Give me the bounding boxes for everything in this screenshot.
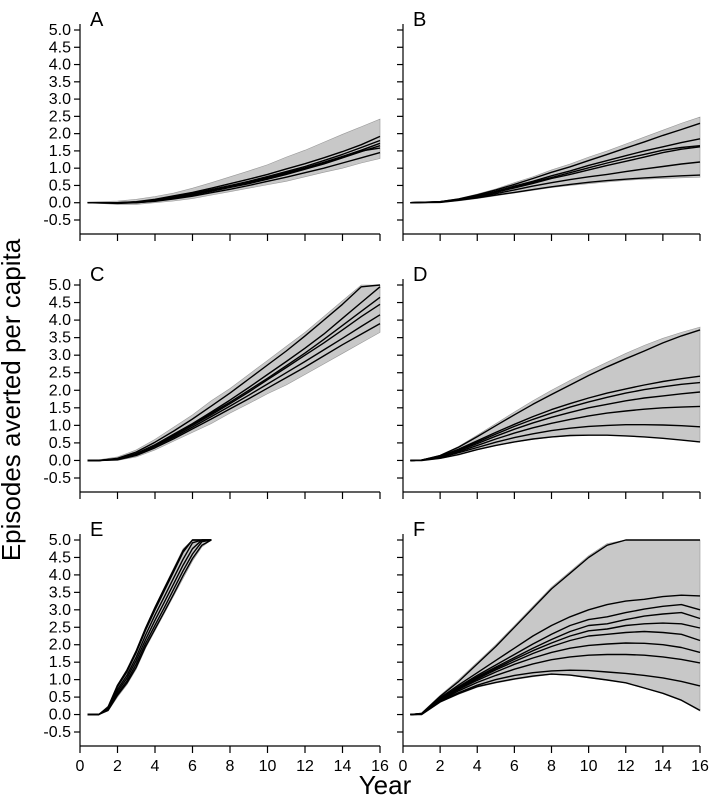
uncertainty-band [410,326,701,461]
panel-F: 0 2 4 6 8 10 12 14 16 F [397,519,709,775]
series-line-4 [87,322,381,462]
series-line-7 [410,434,701,462]
panel-C: -0.50.00.51.01.52.02.53.03.54.04.55.0 C [43,264,381,499]
y-tick-label: 0.5 [49,177,71,194]
panel-label-D: D [413,264,427,286]
y-tick-label: 2.0 [49,382,71,399]
y-tick-label: 4.5 [49,295,71,312]
y-tick-label: 4.5 [49,549,71,566]
x-tick-label: 0 [399,758,408,775]
y-tick-label: 3.5 [49,584,71,601]
x-tick-label: 2 [436,758,445,775]
y-tick-label: 0.5 [49,689,71,706]
panel-B: B [397,9,701,241]
y-tick-label: 4.5 [49,39,71,56]
panel-label-E: E [90,519,103,541]
x-tick-label: 6 [188,758,197,775]
uncertainty-band [87,284,381,461]
series-line-6 [87,296,381,462]
series-line-6 [87,539,212,716]
y-tick-label: 3.0 [49,602,71,619]
y-tick-label: 1.0 [49,672,71,689]
series-line-9 [410,669,701,716]
uncertainty-band [87,118,381,205]
y-tick-label: 0.0 [49,707,71,724]
y-tick-label: -0.5 [43,470,71,487]
y-tick-label: 5.0 [49,277,71,294]
series-line-6 [87,147,381,204]
x-axis-title: Year [359,770,412,800]
series-line-8 [410,653,701,716]
series-line-5 [87,539,212,716]
panel-E: -0.50.00.51.01.52.02.53.03.54.04.55.0 0 2 4… [43,519,389,775]
x-tick-label: 8 [226,758,235,775]
y-tick-label: -0.5 [43,212,71,229]
series-line-4 [410,174,701,204]
panel-D: D [397,264,701,499]
series-line-1 [410,539,700,716]
series-line-6 [410,145,701,204]
x-tick-label: 14 [334,758,352,775]
x-tick-label: 4 [151,758,160,775]
y-tick-label: 0.5 [49,435,71,452]
series-line-2 [87,539,212,716]
y-tick-label: 1.5 [49,654,71,671]
series-line-1 [410,329,701,462]
series-line-2 [410,594,701,716]
x-tick-label: 14 [654,758,672,775]
uncertainty-band [410,116,701,204]
x-tick-label: 0 [76,758,85,775]
x-tick-label: 2 [113,758,122,775]
y-tick-label: 3.5 [49,74,71,91]
panel-label-A: A [90,9,104,31]
x-tick-label: 12 [296,758,314,775]
y-tick-label: 3.0 [49,347,71,364]
y-tick-label: 1.5 [49,400,71,417]
uncertainty-band [410,539,701,715]
series-line-6 [410,424,701,462]
x-tick-label: 8 [547,758,556,775]
series-line-5 [410,405,701,462]
y-tick-label: 2.5 [49,365,71,382]
x-tick-label: 6 [510,758,519,775]
y-tick-label: 2.0 [49,637,71,654]
x-tick-label: 10 [259,758,277,775]
y-tick-label: 2.5 [49,619,71,636]
y-tick-label: 0.0 [49,195,71,212]
series-line-10 [410,673,701,716]
series-line-4 [410,391,701,462]
y-tick-label: 4.0 [49,567,71,584]
y-tick-label: 3.5 [49,330,71,347]
x-tick-label: 16 [371,758,389,775]
y-tick-label: 0.0 [49,452,71,469]
panel-label-C: C [90,264,104,286]
y-tick-label: -0.5 [43,724,71,741]
y-tick-label: 2.5 [49,108,71,125]
series-line-5 [410,122,701,204]
y-tick-label: 3.0 [49,91,71,108]
y-tick-label: 4.0 [49,312,71,329]
x-tick-label: 10 [580,758,598,775]
y-tick-label: 5.0 [49,532,71,549]
y-tick-label: 1.0 [49,417,71,434]
x-tick-label: 16 [691,758,709,775]
series-line-3 [87,135,381,204]
panel-label-F: F [413,519,425,541]
x-tick-label: 12 [617,758,635,775]
y-tick-label: 4.0 [49,57,71,74]
panel-A: -0.50.00.51.01.52.02.53.03.54.04.55.0 A [43,9,381,241]
y-tick-label: 5.0 [49,22,71,39]
series-line-5 [87,284,381,462]
y-tick-label: 1.0 [49,160,71,177]
y-axis-title: Episodes averted per capita [0,238,26,561]
x-tick-label: 4 [473,758,482,775]
y-tick-label: 2.0 [49,126,71,143]
y-tick-label: 1.5 [49,143,71,160]
panel-label-B: B [413,9,426,31]
series-line-7 [410,642,701,716]
